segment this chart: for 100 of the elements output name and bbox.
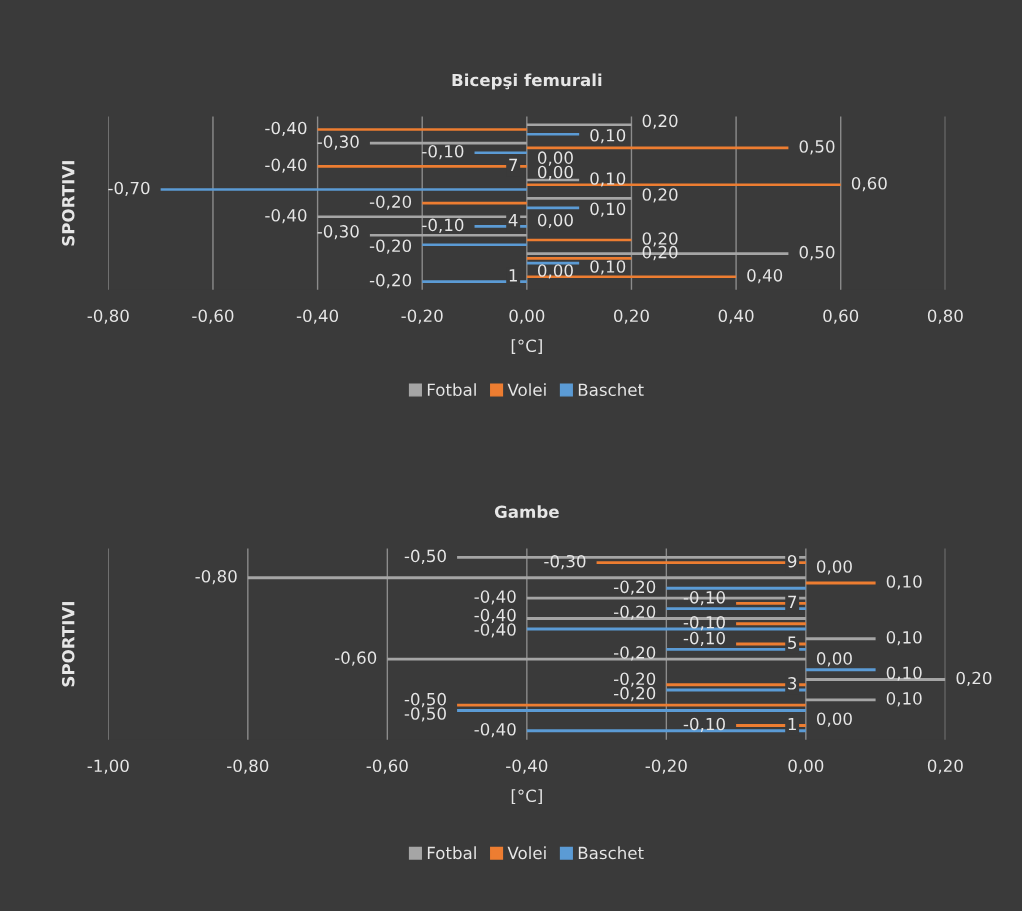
y-tick-label: 7 <box>509 158 518 171</box>
bar <box>369 233 527 237</box>
bar <box>666 586 806 590</box>
data-label: 0,40 <box>747 269 783 284</box>
data-label: -0,30 <box>317 225 359 240</box>
data-label: 0,00 <box>816 712 852 727</box>
data-label: -0,20 <box>613 605 656 620</box>
data-label: 0,20 <box>642 188 678 203</box>
x-axis-title: [°C] <box>511 339 542 355</box>
x-tick-label: 0,60 <box>823 309 859 324</box>
data-label: 0,00 <box>537 213 573 229</box>
data-label: 0,10 <box>886 575 922 590</box>
data-label: -0,20 <box>613 672 656 687</box>
bar <box>666 607 806 611</box>
y-tick-label: 9 <box>787 554 797 568</box>
x-tick-label: -0,60 <box>192 309 234 324</box>
bar <box>317 128 527 131</box>
bar <box>526 257 632 260</box>
x-tick-label: 0,20 <box>614 309 649 324</box>
data-label: -0,60 <box>334 651 377 666</box>
data-label: 0,00 <box>537 264 573 279</box>
data-label: -0,50 <box>404 692 446 708</box>
bar <box>160 188 527 191</box>
x-tick-label: 0,80 <box>927 309 963 324</box>
bar <box>526 123 632 127</box>
data-label: 0,00 <box>816 560 852 575</box>
data-label: 0,10 <box>590 260 626 275</box>
data-label: -0,40 <box>265 209 307 224</box>
data-label: -0,50 <box>404 707 446 722</box>
y-axis-title: SPORTIVI <box>61 602 75 687</box>
bar <box>805 698 876 702</box>
data-label: -0,10 <box>683 717 725 733</box>
x-tick-label: -1,00 <box>87 759 129 774</box>
legend-label: Volei <box>507 846 546 860</box>
bar <box>457 708 806 712</box>
bar <box>457 703 806 707</box>
y-tick-label: 4 <box>508 214 518 227</box>
data-label: -0,20 <box>613 686 656 702</box>
data-label: 0,00 <box>537 165 573 181</box>
data-label: -0,20 <box>369 195 412 210</box>
chart-title: Gambe <box>494 505 559 519</box>
x-tick-label: -0,20 <box>645 759 687 774</box>
data-label: -0,40 <box>265 158 307 173</box>
data-label: 0,50 <box>799 245 835 261</box>
x-tick-label: -0,40 <box>296 309 339 324</box>
x-tick-label: -0,20 <box>401 309 443 324</box>
data-label: 0,60 <box>851 176 887 192</box>
data-label: -0,10 <box>683 615 725 631</box>
data-label: -0,40 <box>265 121 307 137</box>
bar <box>474 151 527 155</box>
data-label: -0,50 <box>404 549 446 564</box>
x-tick-label: -0,40 <box>506 759 548 774</box>
y-tick-label: 1 <box>509 269 517 282</box>
y-tick-label: 3 <box>788 677 797 690</box>
data-label: 0,10 <box>886 631 922 646</box>
x-tick-label: -0,80 <box>227 759 269 774</box>
x-tick-label: 0,20 <box>927 759 963 774</box>
x-tick-label: 0,00 <box>788 759 824 774</box>
x-tick-label: -0,60 <box>366 759 408 774</box>
data-label: -0,10 <box>422 218 464 233</box>
data-label: -0,20 <box>369 239 412 254</box>
data-label: 0,10 <box>590 202 626 217</box>
data-label: -0,30 <box>317 135 359 150</box>
x-tick-label: 0,00 <box>509 309 545 324</box>
data-label: -0,20 <box>613 646 656 661</box>
data-label: -0,80 <box>195 569 237 585</box>
y-axis-title: SPORTIVI <box>61 161 75 246</box>
data-label: -0,40 <box>474 723 516 738</box>
data-label: 0,10 <box>886 666 922 681</box>
y-tick-label: 1 <box>788 717 796 731</box>
legend-label: Baschet <box>578 846 644 860</box>
data-label: 0,10 <box>590 172 626 187</box>
data-label: -0,40 <box>474 608 516 624</box>
data-label: -0,40 <box>474 623 516 638</box>
data-label: -0,20 <box>613 580 656 595</box>
data-label: 0,50 <box>799 140 835 155</box>
data-label: -0,10 <box>683 631 725 647</box>
data-label: 0,20 <box>956 671 992 687</box>
bar <box>526 132 580 136</box>
bar <box>805 668 876 672</box>
data-label: -0,70 <box>108 181 150 197</box>
y-tick-label: 7 <box>788 595 797 608</box>
data-label: 0,00 <box>537 151 573 166</box>
bar <box>805 637 876 641</box>
bar <box>422 243 527 247</box>
x-tick-label: -0,80 <box>87 309 129 324</box>
legend-label: Fotbal <box>427 383 476 397</box>
data-label: 0,10 <box>886 692 922 707</box>
bar <box>526 197 632 200</box>
data-label: -0,20 <box>369 273 412 289</box>
data-label: -0,30 <box>544 554 586 570</box>
legend-label: Volei <box>507 383 546 397</box>
x-axis-title: [°C] <box>511 789 542 805</box>
chart-title: Bicepşi femurali <box>452 73 602 90</box>
y-tick-label: 5 <box>788 636 797 649</box>
x-tick-label: 0,40 <box>718 309 754 324</box>
data-label: 0,10 <box>590 128 626 144</box>
data-label: -0,40 <box>474 590 516 605</box>
data-label: 0,00 <box>816 652 852 667</box>
data-label: 0,20 <box>642 232 678 247</box>
